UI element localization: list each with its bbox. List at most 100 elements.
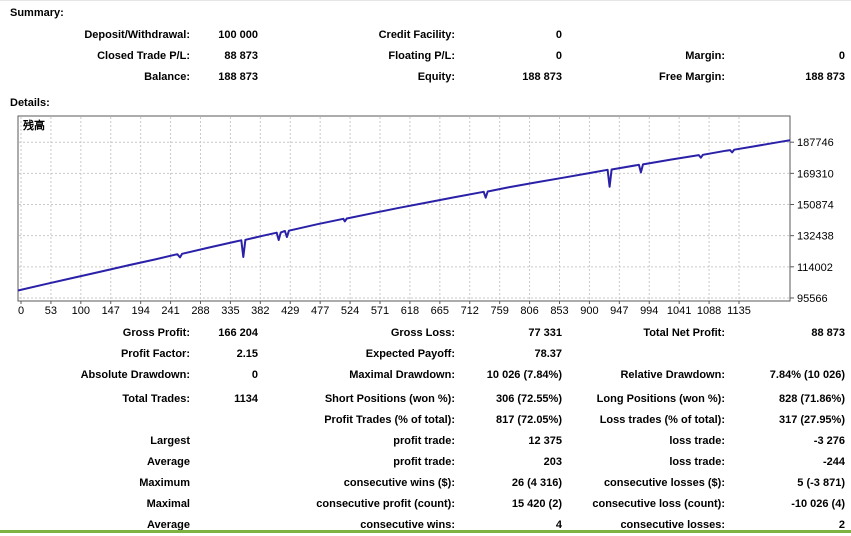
x-axis-tick-label: 194 — [131, 305, 149, 317]
stat-label: Closed Trade P/L: — [97, 50, 190, 62]
stat-label: consecutive loss (count): — [592, 498, 725, 510]
summary-heading: Summary: — [10, 7, 64, 19]
x-axis-tick-label: 712 — [461, 305, 479, 317]
y-axis-tick-label: 95566 — [797, 293, 828, 305]
stat-label: consecutive wins: — [360, 519, 455, 531]
stat-value: 7.84% (10 026) — [769, 369, 845, 381]
stat-value — [190, 473, 258, 494]
stat-label: Credit Facility: — [378, 29, 455, 41]
stat-value: 12 375 — [528, 435, 562, 447]
x-axis-tick-label: 0 — [18, 305, 24, 317]
stat-value — [190, 452, 258, 473]
x-axis-tick-label: 477 — [311, 305, 329, 317]
stat-value: 188 873 — [805, 71, 845, 83]
stat-label: Long Positions (won %): — [596, 393, 725, 405]
stat-value — [190, 431, 258, 452]
trade-statistics-table: Total Trades: 1134 Short Positions (won %)… — [0, 389, 845, 536]
x-axis-tick-label: 100 — [72, 305, 90, 317]
stat-value — [190, 410, 258, 431]
stat-label: Deposit/Withdrawal: — [84, 29, 190, 41]
stat-label: Gross Profit: — [122, 327, 190, 339]
stat-label: consecutive losses: — [620, 519, 725, 531]
stat-value: 26 (4 316) — [511, 477, 562, 489]
stat-value: 88 873 — [224, 50, 258, 62]
profit-statistics-table: Gross Profit: 166 204 Gross Loss: 77 331 Tot… — [0, 323, 845, 386]
details-heading: Details: — [10, 97, 50, 109]
stat-label: Total Net Profit: — [643, 327, 725, 339]
y-axis-tick-label: 114002 — [797, 262, 833, 274]
stat-value: 0 — [555, 29, 562, 41]
stat-label: Relative Drawdown: — [620, 369, 725, 381]
stat-label: Largest — [150, 435, 190, 447]
stat-label: Average — [146, 456, 190, 468]
stat-label: Average — [146, 519, 190, 531]
x-axis-tick-label: 759 — [490, 305, 508, 317]
stat-label — [562, 25, 725, 46]
stat-value: -244 — [822, 456, 845, 468]
stat-label — [0, 410, 190, 431]
stat-label: Short Positions (won %): — [324, 393, 455, 405]
stat-value: 88 873 — [811, 327, 845, 339]
stat-value: -3 276 — [813, 435, 845, 447]
stat-value: 10 026 (7.84%) — [486, 369, 562, 381]
stat-label: Free Margin: — [658, 71, 725, 83]
stat-value: 5 (-3 871) — [797, 477, 845, 489]
x-axis-tick-label: 618 — [401, 305, 419, 317]
bottom-accent-bar — [0, 530, 851, 533]
stat-label: Balance: — [144, 71, 190, 83]
x-axis-tick-label: 947 — [610, 305, 628, 317]
stat-label: loss trade: — [669, 435, 725, 447]
stat-label: Profit Factor: — [120, 348, 190, 360]
stat-label: Profit Trades (% of total): — [324, 414, 455, 426]
stat-value: 828 (71.86%) — [778, 393, 845, 405]
stat-value: 166 204 — [218, 327, 258, 339]
x-axis-tick-label: 53 — [45, 305, 57, 317]
stat-value: 817 (72.05%) — [495, 414, 562, 426]
stat-value: 78.37 — [534, 348, 562, 360]
x-axis-tick-label: 147 — [102, 305, 120, 317]
x-axis-tick-label: 288 — [191, 305, 209, 317]
stat-value: 2 — [838, 519, 845, 531]
stat-label: Floating P/L: — [388, 50, 455, 62]
stat-value: 100 000 — [218, 29, 258, 41]
stat-label: Absolute Drawdown: — [80, 369, 190, 381]
stat-value: 77 331 — [528, 327, 562, 339]
stat-label: consecutive wins ($): — [343, 477, 455, 489]
x-axis-tick-label: 429 — [281, 305, 299, 317]
stat-value: 306 (72.55%) — [495, 393, 562, 405]
chart-series-title: 残高 — [23, 118, 45, 132]
stat-label: Maximal — [146, 498, 190, 510]
stat-label: Total Trades: — [122, 393, 190, 405]
stat-value: 188 873 — [218, 71, 258, 83]
stat-label: consecutive profit (count): — [316, 498, 455, 510]
y-axis-tick-label: 150874 — [797, 200, 834, 212]
x-axis-tick-label: 382 — [251, 305, 269, 317]
x-axis-tick-label: 1041 — [667, 305, 691, 317]
stat-value: 317 (27.95%) — [778, 414, 845, 426]
x-axis-tick-label: 1135 — [727, 305, 751, 317]
x-axis-tick-label: 241 — [161, 305, 179, 317]
stat-value — [190, 494, 258, 515]
stat-value: 188 873 — [522, 71, 562, 83]
stat-value — [725, 25, 845, 46]
stat-value — [725, 344, 845, 365]
x-axis-tick-label: 524 — [341, 305, 359, 317]
stat-value: -10 026 (4) — [791, 498, 845, 510]
y-axis-tick-label: 132438 — [797, 231, 834, 243]
y-axis-tick-label: 169310 — [797, 168, 834, 180]
stat-label: consecutive losses ($): — [603, 477, 725, 489]
stat-label — [562, 344, 725, 365]
x-axis-tick-label: 335 — [221, 305, 239, 317]
balance-chart: 0 53 100 147 194 241 288 335 382 429 477 524 571 618 6… — [17, 115, 834, 317]
stat-label: profit trade: — [393, 435, 455, 447]
stat-label: loss trade: — [669, 456, 725, 468]
stat-label: Margin: — [685, 50, 725, 62]
x-axis-tick-label: 1088 — [697, 305, 721, 317]
stat-value: 0 — [555, 50, 562, 62]
stat-value: 0 — [251, 369, 258, 381]
x-axis-tick-label: 853 — [550, 305, 568, 317]
stat-value: 1134 — [234, 393, 258, 405]
x-axis-tick-label: 665 — [431, 305, 449, 317]
stat-label: Expected Payoff: — [365, 348, 455, 360]
summary-table: Deposit/Withdrawal: 100 000 Credit Facilit… — [0, 25, 845, 88]
